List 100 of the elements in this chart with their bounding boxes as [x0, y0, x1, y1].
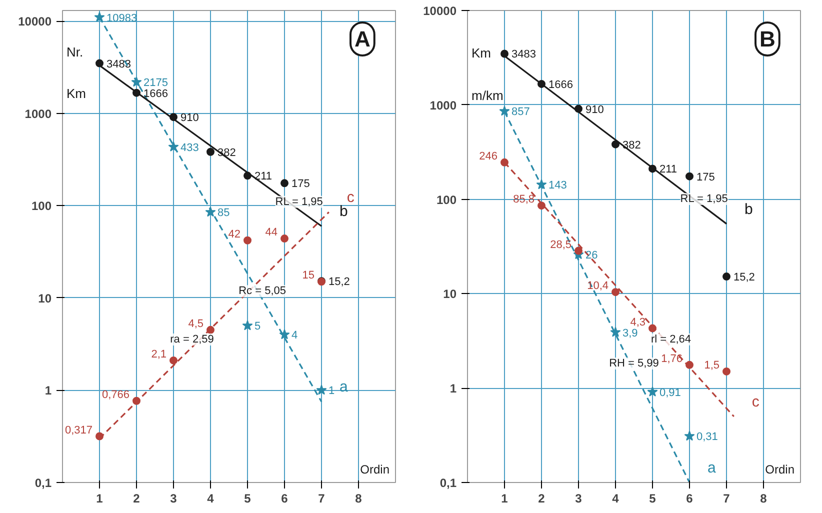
data-label: 433 [180, 142, 199, 154]
point [96, 59, 104, 68]
data-label: 857 [512, 106, 530, 118]
data-label: 4,5 [188, 318, 204, 330]
annotation: Nr. [66, 44, 84, 60]
point [168, 141, 179, 152]
series-label: c [346, 189, 355, 206]
x-tick-label: 3 [170, 492, 178, 506]
data-label: 3,9 [622, 327, 638, 340]
x-tick-label: 6 [281, 492, 288, 506]
x-tick-label: 8 [355, 492, 362, 506]
y-tick-label: 1 [450, 382, 457, 396]
data-label: 15 [302, 270, 315, 282]
data-label: 910 [180, 112, 199, 124]
data-label: 143 [548, 180, 567, 192]
y-tick-label: 10000 [423, 4, 457, 18]
data-label: 175 [696, 171, 715, 184]
x-tick-label: 4 [207, 492, 214, 506]
data-label: 15,2 [328, 276, 350, 288]
point [132, 396, 140, 405]
data-label: 10,4 [587, 280, 609, 292]
point [612, 140, 620, 148]
data-label: 2,1 [151, 348, 167, 360]
text: A [354, 26, 370, 52]
point [96, 432, 104, 440]
data-label: 0,317 [64, 424, 93, 436]
data-label: 1,5 [704, 359, 720, 372]
data-label: 211 [660, 164, 678, 176]
annotation: RL = 1,95 [275, 196, 323, 208]
data-label: 85 [218, 207, 230, 220]
point [574, 104, 582, 113]
data-label: 1666 [548, 78, 573, 91]
point [536, 179, 547, 190]
point [170, 356, 178, 364]
point [316, 384, 327, 395]
data-label: 4,3 [630, 316, 646, 328]
data-label: 3483 [512, 48, 536, 61]
y-tick-label: 100 [31, 199, 52, 214]
y-tick-label: 10 [443, 287, 457, 302]
annotation: Km [66, 86, 86, 102]
y-tick-label: 10000 [18, 14, 52, 29]
data-label: 246 [479, 150, 498, 162]
x-tick-label: 6 [686, 492, 694, 506]
x-tick-label: 1 [96, 492, 104, 506]
data-label: 3483 [106, 58, 131, 70]
x-tick-label: 3 [575, 492, 582, 506]
point [205, 206, 216, 217]
point [647, 386, 658, 397]
point [280, 234, 288, 243]
point [244, 172, 252, 180]
x-axis-title: Ordin [765, 462, 794, 476]
data-label: 42 [228, 228, 241, 240]
point [244, 236, 252, 244]
data-label: 44 [265, 226, 278, 239]
point [94, 12, 105, 22]
data-label: 175 [292, 178, 310, 190]
text: B [760, 26, 776, 52]
x-tick-label: 8 [760, 492, 768, 506]
point [648, 164, 656, 173]
x-tick-label: 1 [501, 492, 508, 506]
y-tick-label: 0,1 [440, 476, 457, 490]
point [538, 202, 546, 210]
y-tick-label: 100 [436, 192, 457, 207]
annotation: Km [472, 45, 491, 60]
annotation: rl = 2,64 [650, 333, 692, 346]
point [500, 50, 508, 58]
x-tick-label: 4 [612, 492, 620, 506]
data-label: 15,2 [734, 272, 755, 284]
point [722, 272, 730, 281]
y-tick-label: 1 [44, 384, 52, 398]
series-label: b [340, 203, 348, 220]
series-label: b [744, 200, 753, 218]
data-label: 0,766 [102, 388, 130, 401]
data-label: 26 [586, 250, 598, 262]
point [131, 76, 142, 87]
point [610, 326, 621, 337]
data-label: 5 [254, 320, 261, 333]
y-tick-label: 1000 [430, 98, 457, 112]
series-label: a [708, 460, 716, 476]
point [280, 179, 288, 188]
data-label: 1666 [144, 88, 168, 100]
point [206, 148, 214, 156]
point [500, 158, 508, 166]
point [206, 326, 214, 334]
annotation: m/km [472, 88, 504, 103]
point [499, 106, 510, 116]
x-tick-label: 2 [538, 492, 546, 506]
annotation: ra = 2,59 [170, 334, 214, 346]
y-tick-label: 1000 [24, 106, 52, 121]
x-tick-label: 7 [318, 492, 326, 506]
x-axis-title: Ordin [360, 462, 390, 476]
point [722, 367, 730, 376]
point [686, 360, 694, 369]
point [242, 320, 253, 330]
series-label: c [752, 394, 760, 411]
point [279, 329, 290, 340]
point [686, 172, 694, 180]
x-tick-label: 7 [723, 492, 730, 506]
point [132, 88, 140, 97]
x-tick-label: 5 [244, 492, 252, 506]
